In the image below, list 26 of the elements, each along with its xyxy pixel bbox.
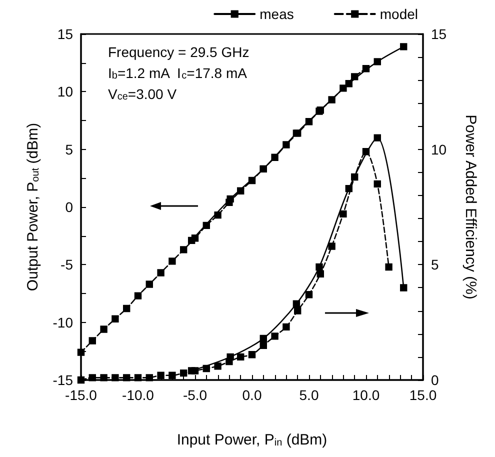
x-tick-label: 5.0 [299,387,319,403]
x-tick-label: -10.0 [122,387,154,403]
y-tick-label: 15 [57,26,74,42]
legend-label: model [380,6,418,22]
y2-tick-label: 5 [431,256,439,273]
x-tick-label: 0.0 [242,387,262,403]
x-tick-label: 10.0 [352,387,380,403]
y-tick-label: -15 [52,372,74,388]
annotation: Ib=1.2 mA Ic=17.8 mA [108,65,248,82]
y2-tick-label: 15 [431,26,447,42]
y2-axis-title: Power Added Efficiency (%) [462,114,479,300]
y2-tick-label: 10 [431,141,447,158]
annotation: Frequency = 29.5 GHz [108,44,250,60]
y-tick-label: -10 [52,314,74,330]
y-tick-label: 0 [65,199,74,215]
y2-tick-label: 0 [431,372,439,388]
y-tick-label: -5 [60,256,74,273]
x-tick-label: -15.0 [65,387,98,403]
y-tick-label: 5 [65,141,74,158]
y-tick-label: 10 [57,84,74,100]
legend-label: meas [260,6,294,22]
annotation: Vce=3.00 V [108,86,178,102]
x-tick-label: 15.0 [409,387,437,403]
y-axis-title: Output Power, Pout (dBm) [24,122,42,292]
x-tick-label: -5.0 [182,387,208,403]
x-axis-title: Input Power, Pin (dBm) [176,432,328,448]
